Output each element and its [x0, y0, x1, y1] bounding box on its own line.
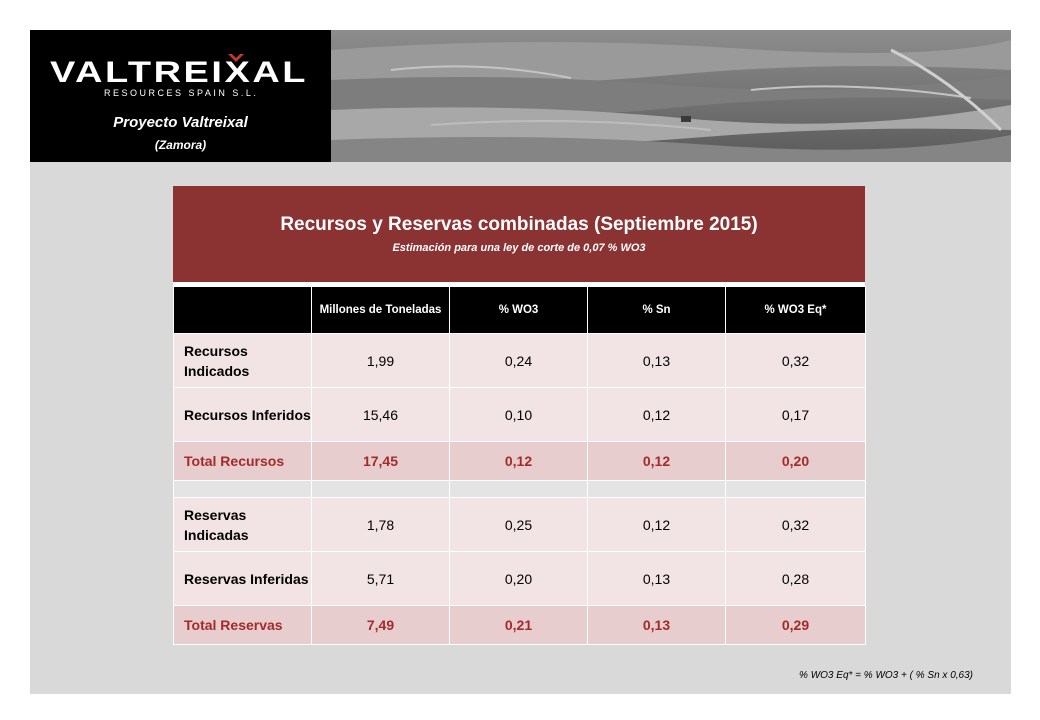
footnote: % WO3 Eq* = % WO3 + ( % Sn x 0,63) — [799, 670, 973, 681]
column-header: Millones de Toneladas — [311, 286, 450, 334]
table-cell: 7,49 — [311, 605, 450, 645]
slide: VALTREIXAL RESOURCES SPAIN S.L. Proyecto… — [30, 30, 1011, 694]
table-cell: 0,10 — [449, 387, 588, 442]
table-row: Recursos Inferidos 15,46 0,10 0,12 0,17 — [173, 387, 866, 442]
table-title-band: Recursos y Reservas combinadas (Septiemb… — [173, 186, 865, 282]
row-label: Reservas Inferidas — [173, 551, 312, 606]
table-cell: 0,24 — [449, 333, 588, 388]
table-cell: 5,71 — [311, 551, 450, 606]
table-cell: 1,78 — [311, 497, 450, 552]
table-cell: 15,46 — [311, 387, 450, 442]
table-header-row: Millones de Toneladas % WO3 % Sn % WO3 E… — [173, 286, 866, 334]
valtreixal-logo: VALTREIXAL RESOURCES SPAIN S.L. — [50, 54, 308, 98]
table-cell: 0,12 — [449, 441, 588, 481]
spacer-row — [173, 480, 866, 498]
table-cell: 0,20 — [449, 551, 588, 606]
table-cell: 0,21 — [449, 605, 588, 645]
row-label: Recursos Indicados — [173, 333, 312, 388]
table-cell: 1,99 — [311, 333, 450, 388]
table-cell: 0,13 — [587, 605, 726, 645]
column-header: % Sn — [587, 286, 726, 334]
table-cell: 0,32 — [725, 333, 866, 388]
project-title: Proyecto Valtreixal — [113, 114, 248, 131]
row-label: Total Reservas — [173, 605, 312, 645]
title-spacer — [173, 282, 865, 286]
table-cell: 0,12 — [587, 441, 726, 481]
table-cell: 0,17 — [725, 387, 866, 442]
column-header: % WO3 Eq* — [725, 286, 866, 334]
column-header: % WO3 — [449, 286, 588, 334]
resources-reserves-table-box: Recursos y Reservas combinadas (Septiemb… — [173, 186, 866, 645]
table-row: Reservas Inferidas 5,71 0,20 0,13 0,28 — [173, 551, 866, 606]
logo-red-accent — [228, 54, 244, 62]
logo-sub-text: RESOURCES SPAIN S.L. — [104, 88, 258, 98]
row-label — [173, 480, 312, 498]
table-title: Recursos y Reservas combinadas (Septiemb… — [280, 214, 758, 235]
table-cell: 0,25 — [449, 497, 588, 552]
table-row: Reservas Indicadas 1,78 0,25 0,12 0,32 — [173, 497, 866, 552]
table-cell — [587, 480, 726, 498]
logo-main-text: VALTREIXAL — [50, 56, 308, 89]
table-cell: 0,20 — [725, 441, 866, 481]
open-pit-mine-photo — [331, 30, 1011, 162]
column-header — [173, 286, 312, 334]
table-cell: 0,29 — [725, 605, 866, 645]
table-cell: 0,12 — [587, 387, 726, 442]
resources-table: Millones de Toneladas % WO3 % Sn % WO3 E… — [173, 286, 866, 645]
table-subtitle: Estimación para una ley de corte de 0,07… — [392, 242, 646, 254]
row-label: Recursos Inferidos — [173, 387, 312, 442]
table-cell: 0,12 — [587, 497, 726, 552]
table-cell — [725, 480, 866, 498]
table-cell: 17,45 — [311, 441, 450, 481]
table-cell: 0,13 — [587, 551, 726, 606]
table-cell — [311, 480, 450, 498]
mine-photo-illustration — [331, 30, 1011, 162]
table-cell: 0,32 — [725, 497, 866, 552]
table-cell — [449, 480, 588, 498]
row-label: Reservas Indicadas — [173, 497, 312, 552]
table-cell: 0,28 — [725, 551, 866, 606]
project-location: (Zamora) — [154, 138, 207, 152]
table-row: Total Reservas 7,49 0,21 0,13 0,29 — [173, 605, 866, 645]
row-label: Total Recursos — [173, 441, 312, 481]
table-row: Total Recursos 17,45 0,12 0,12 0,20 — [173, 441, 866, 481]
table-row: Recursos Indicados 1,99 0,24 0,13 0,32 — [173, 333, 866, 388]
table-cell: 0,13 — [587, 333, 726, 388]
header-logo-panel: VALTREIXAL RESOURCES SPAIN S.L. Proyecto… — [30, 30, 331, 162]
